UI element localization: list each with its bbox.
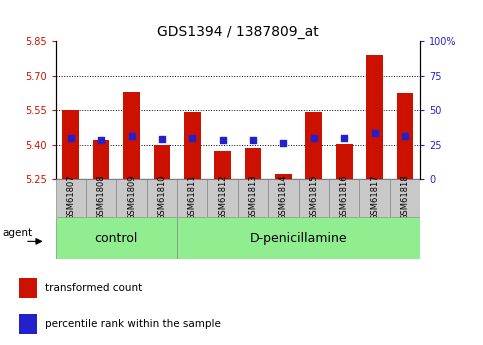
Text: percentile rank within the sample: percentile rank within the sample — [45, 319, 221, 329]
Text: GSM61815: GSM61815 — [309, 175, 318, 220]
Bar — [366, 55, 383, 179]
Bar — [397, 93, 413, 179]
Bar — [116, 179, 147, 217]
Bar — [329, 179, 359, 217]
Title: GDS1394 / 1387809_at: GDS1394 / 1387809_at — [157, 25, 319, 39]
Bar — [359, 179, 390, 217]
Text: GSM61812: GSM61812 — [218, 175, 227, 220]
Point — [219, 138, 227, 143]
Text: agent: agent — [3, 228, 33, 238]
Text: GSM61814: GSM61814 — [279, 175, 288, 220]
Bar — [56, 217, 177, 259]
Bar — [177, 217, 420, 259]
Text: D-penicillamine: D-penicillamine — [250, 231, 347, 245]
Bar — [19, 314, 37, 334]
Point — [401, 133, 409, 138]
Bar — [177, 179, 208, 217]
Bar — [19, 278, 37, 298]
Text: GSM61816: GSM61816 — [340, 175, 349, 220]
Point — [341, 135, 348, 141]
Text: GSM61809: GSM61809 — [127, 175, 136, 220]
Bar — [268, 179, 298, 217]
Bar — [390, 179, 420, 217]
Text: GSM61808: GSM61808 — [97, 175, 106, 220]
Point — [188, 135, 196, 141]
Bar — [154, 145, 170, 179]
Text: GSM61810: GSM61810 — [157, 175, 167, 220]
Bar — [147, 179, 177, 217]
Text: control: control — [95, 231, 138, 245]
Text: transformed count: transformed count — [45, 283, 142, 293]
Point — [371, 131, 379, 136]
Bar — [86, 179, 116, 217]
Text: GSM61813: GSM61813 — [249, 175, 257, 220]
Point — [97, 138, 105, 143]
Text: GSM61818: GSM61818 — [400, 175, 410, 220]
Point — [310, 135, 318, 141]
Bar — [305, 111, 322, 179]
Bar — [238, 179, 268, 217]
Point — [67, 135, 74, 141]
Text: GSM61807: GSM61807 — [66, 175, 75, 220]
Point — [128, 133, 135, 138]
Point — [280, 140, 287, 145]
Bar — [275, 174, 292, 179]
Bar — [336, 144, 353, 179]
Bar — [93, 140, 110, 179]
Bar — [184, 111, 200, 179]
Bar — [245, 148, 261, 179]
Bar — [123, 92, 140, 179]
Bar — [56, 179, 86, 217]
Bar — [62, 110, 79, 179]
Text: GSM61817: GSM61817 — [370, 175, 379, 220]
Bar — [214, 151, 231, 179]
Point — [158, 136, 166, 142]
Bar — [208, 179, 238, 217]
Bar — [298, 179, 329, 217]
Point — [249, 138, 257, 143]
Text: GSM61811: GSM61811 — [188, 175, 197, 220]
